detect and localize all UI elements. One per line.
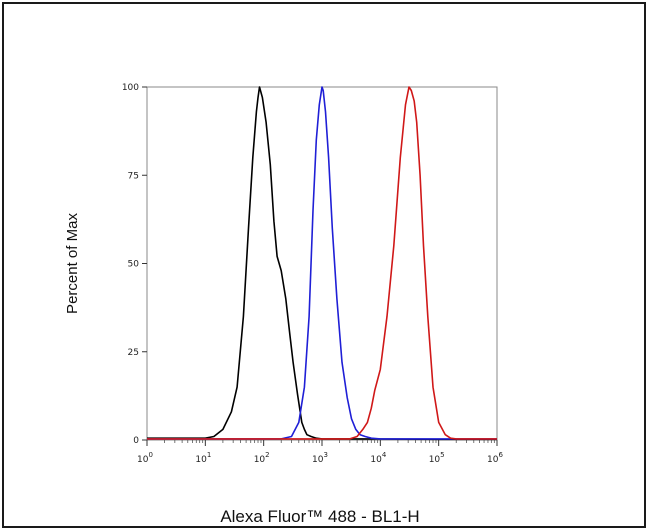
- x-tick-label: 106: [487, 451, 503, 465]
- x-tick-exponent: 0: [148, 451, 152, 459]
- plot-area: [146, 86, 498, 441]
- x-tick-base: 10: [254, 455, 266, 465]
- x-axis-label: Alexa Fluor™ 488 - BL1-H: [220, 507, 419, 526]
- y-tick-label: 0: [133, 436, 139, 446]
- x-tick-exponent: 5: [440, 451, 444, 459]
- y-tick-label: 100: [122, 83, 139, 93]
- x-tick-exponent: 6: [498, 451, 503, 459]
- y-tick-label: 25: [128, 348, 139, 358]
- x-tick-exponent: 3: [323, 451, 327, 459]
- x-tick-exponent: 1: [207, 451, 211, 459]
- x-tick-base: 10: [487, 455, 499, 465]
- x-tick-exponent: 4: [382, 451, 387, 459]
- x-tick-label: 104: [370, 451, 386, 465]
- x-tick-label: 101: [195, 451, 211, 465]
- y-tick-label: 75: [128, 171, 139, 181]
- y-tick-label: 50: [128, 260, 140, 270]
- series-layer: [147, 86, 497, 441]
- histogram-line-3: [147, 86, 497, 440]
- y-axis-label: Percent of Max: [64, 213, 81, 314]
- x-tick-base: 10: [370, 455, 382, 465]
- x-tick-base: 10: [312, 455, 324, 465]
- x-tick-label: 105: [429, 451, 445, 465]
- x-tick-base: 10: [137, 455, 149, 465]
- x-tick-label: 102: [254, 451, 270, 465]
- x-tick-base: 10: [195, 455, 207, 465]
- x-tick-base: 10: [429, 455, 441, 465]
- x-tick-exponent: 2: [265, 451, 269, 459]
- y-axis: 0 25 50 75 100: [122, 83, 147, 446]
- histogram-line-1: [147, 86, 497, 441]
- x-tick-label: 103: [312, 451, 328, 465]
- histogram-line-2: [147, 86, 497, 440]
- x-axis: 100 101 102 103 104 105 106: [137, 440, 503, 465]
- x-tick-label: 100: [137, 451, 153, 465]
